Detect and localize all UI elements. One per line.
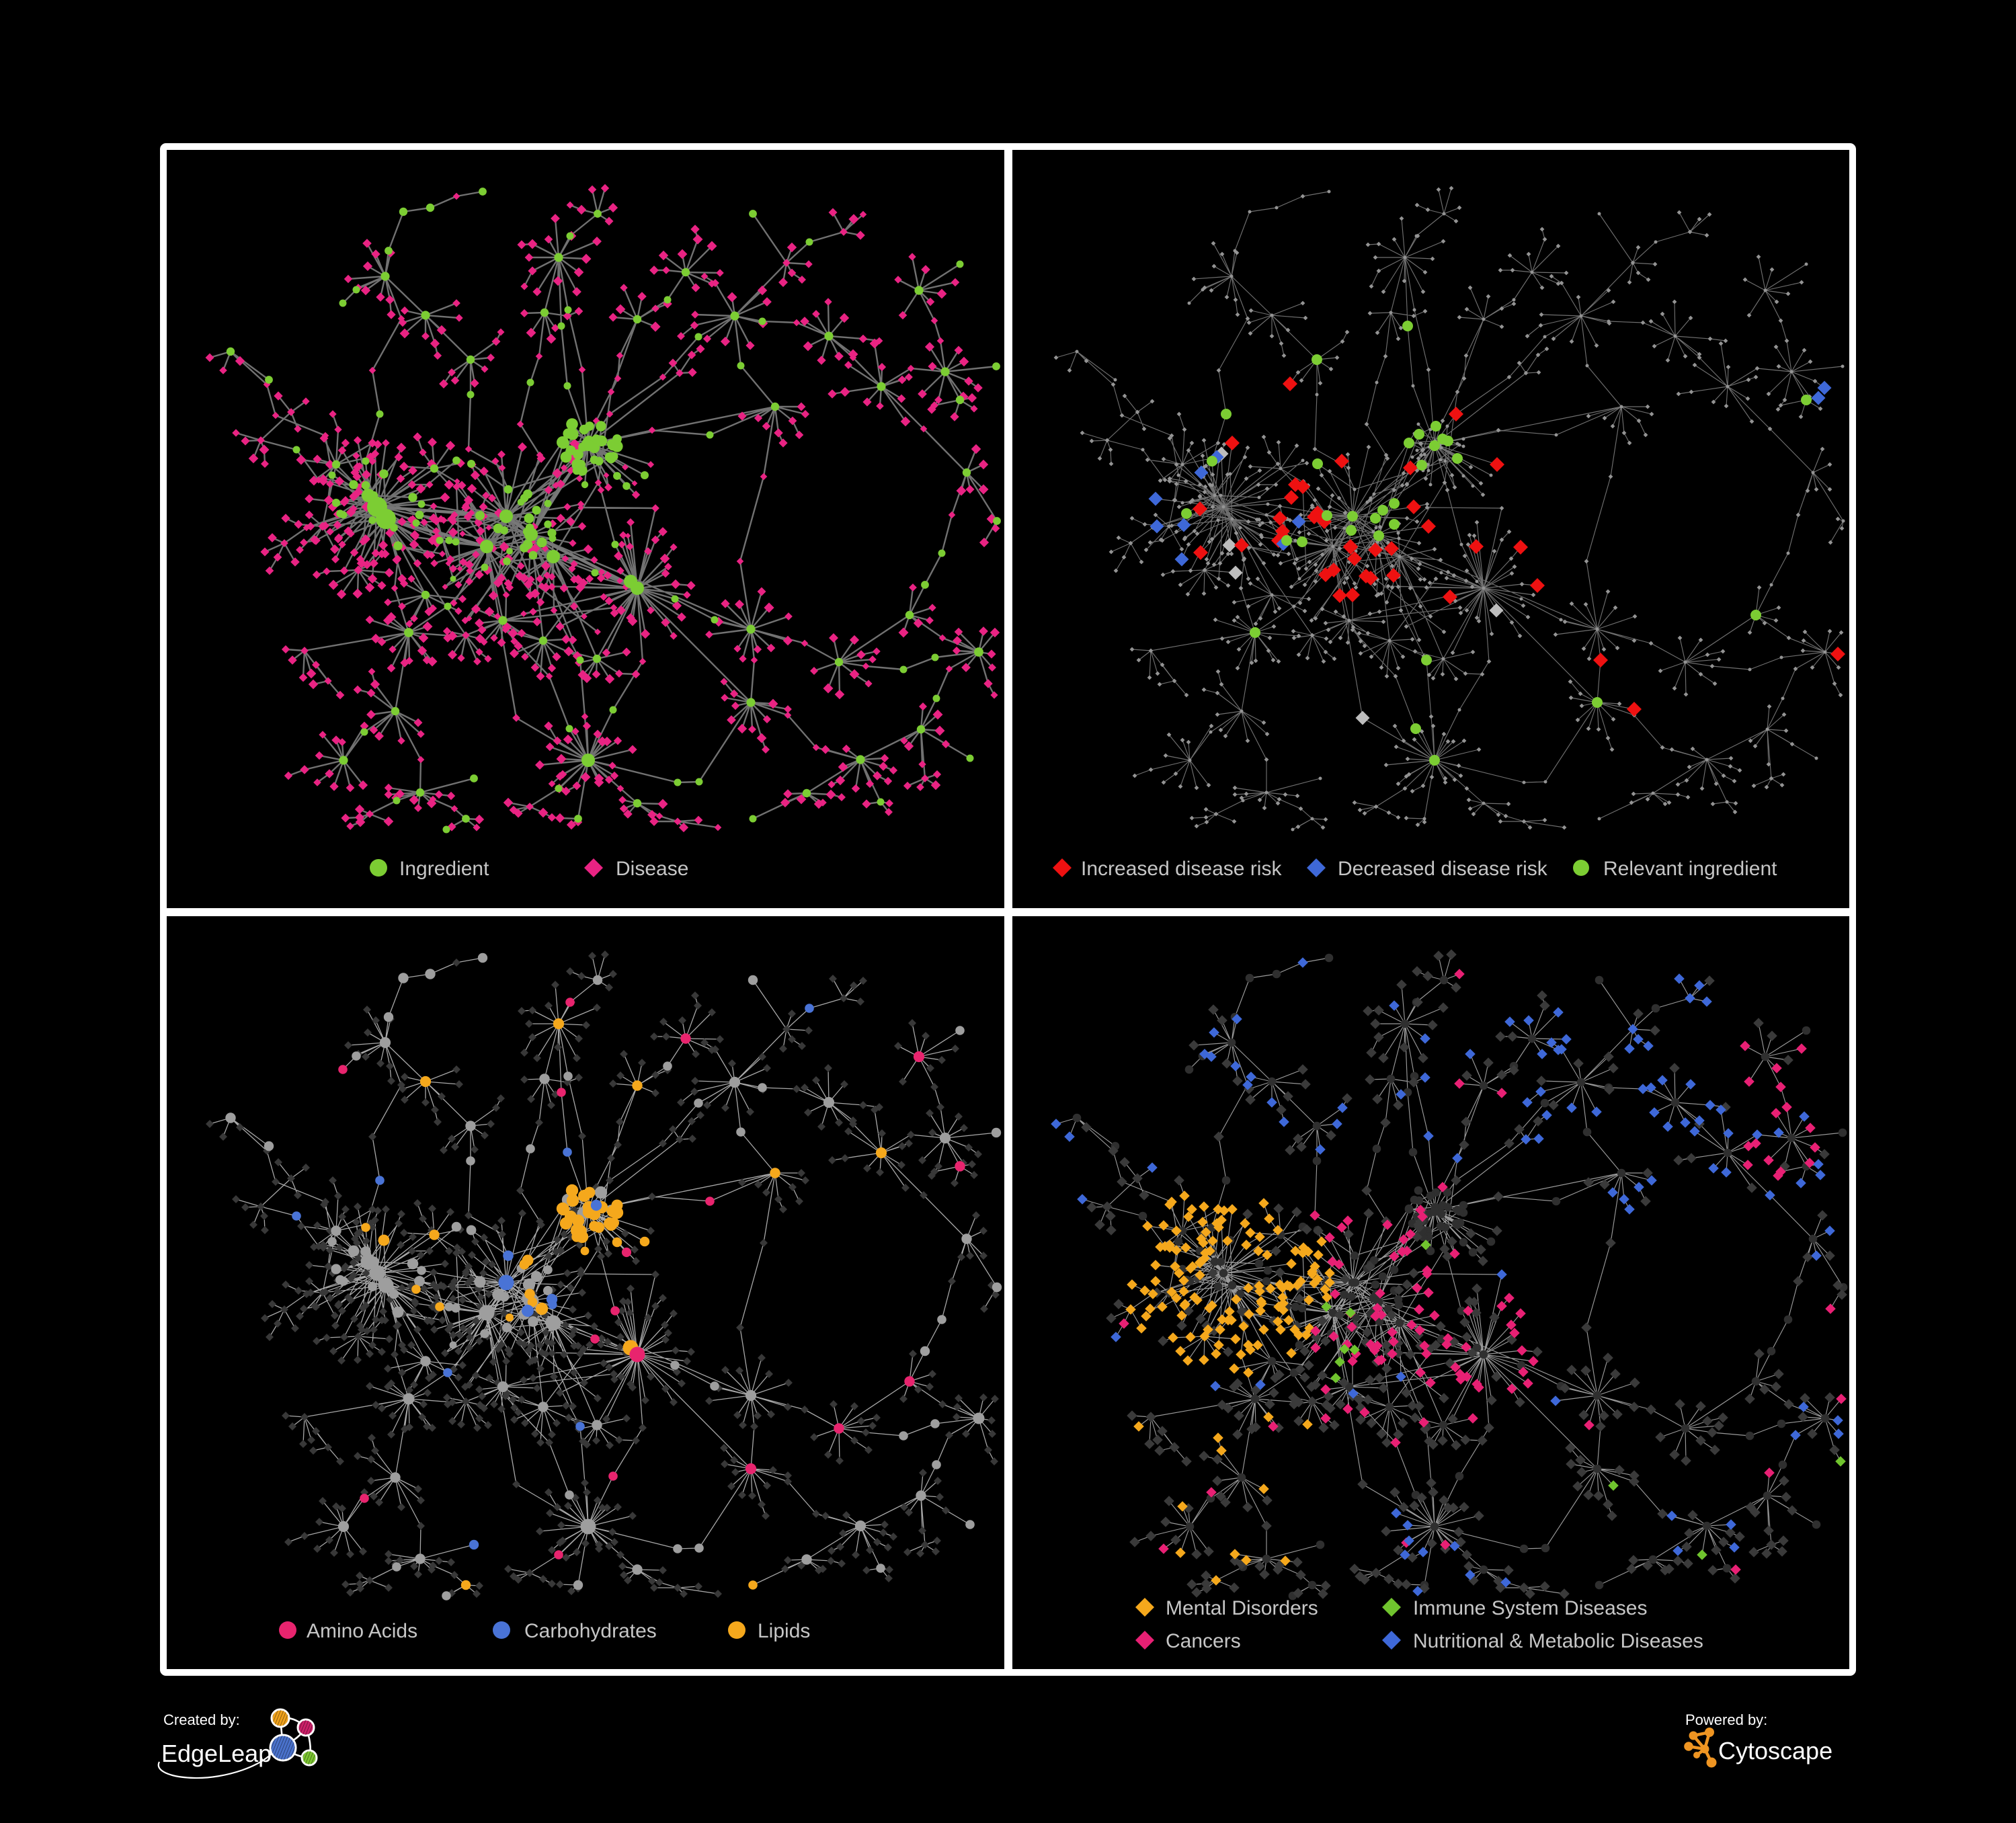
svg-text:Increased disease risk: Increased disease risk xyxy=(1081,858,1282,880)
svg-text:Relevant ingredient: Relevant ingredient xyxy=(1603,858,1777,880)
svg-text:Powered by:: Powered by: xyxy=(1685,1711,1767,1728)
svg-text:Cytoscape: Cytoscape xyxy=(1718,1737,1832,1765)
svg-text:Lipids: Lipids xyxy=(758,1620,810,1642)
svg-text:Mental Disorders: Mental Disorders xyxy=(1166,1597,1318,1619)
svg-text:Created by:: Created by: xyxy=(163,1711,240,1728)
svg-text:EdgeLeap: EdgeLeap xyxy=(161,1740,272,1767)
svg-text:Nutritional & Metabolic Diseas: Nutritional & Metabolic Diseases xyxy=(1413,1630,1703,1652)
svg-text:Amino Acids: Amino Acids xyxy=(307,1620,417,1642)
svg-text:Immune System Diseases: Immune System Diseases xyxy=(1413,1597,1647,1619)
svg-text:Carbohydrates: Carbohydrates xyxy=(524,1620,657,1642)
svg-text:Cancers: Cancers xyxy=(1166,1630,1241,1652)
svg-text:Decreased disease risk: Decreased disease risk xyxy=(1338,858,1548,880)
svg-text:Disease: Disease xyxy=(616,858,688,880)
svg-text:Ingredient: Ingredient xyxy=(399,858,489,880)
